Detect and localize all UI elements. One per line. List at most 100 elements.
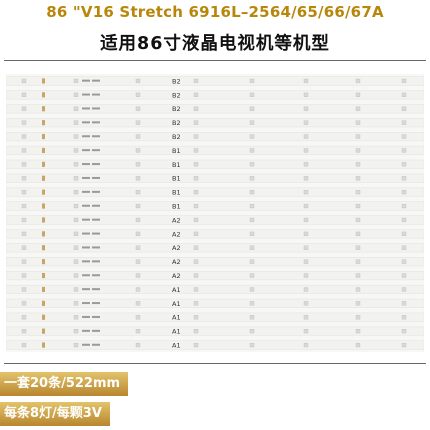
led-chip <box>401 273 407 278</box>
led-chip <box>401 78 407 84</box>
led-chip <box>193 92 199 97</box>
led-chip <box>303 259 309 264</box>
led-chip <box>193 190 199 195</box>
led-chip <box>135 231 141 236</box>
led-chip <box>193 217 199 223</box>
led-chip <box>249 92 255 97</box>
led-strip: B2 <box>6 131 424 142</box>
strip-print <box>82 121 90 124</box>
strip-print <box>82 274 90 277</box>
strip-connector <box>42 120 45 126</box>
led-chip <box>135 315 141 320</box>
led-chip <box>355 78 361 84</box>
led-chip <box>303 92 309 97</box>
strip-label: A1 <box>172 300 181 308</box>
strip-print <box>92 149 100 152</box>
led-chip <box>135 259 141 264</box>
led-chip <box>355 287 361 292</box>
led-chip <box>135 273 141 278</box>
led-chip <box>303 106 309 111</box>
led-chip <box>73 315 79 320</box>
strip-connector <box>42 259 45 265</box>
led-strip: B2 <box>6 118 424 128</box>
led-chip <box>73 245 79 250</box>
led-chip <box>355 259 361 264</box>
led-chip <box>193 176 199 181</box>
strip-print <box>92 302 100 305</box>
led-strips-svg: B2 B2 B2 B2 B2 B1 B1 B1 B1 B1 A2 A2 A2 A2 A2 A1 A1 A1 A1 A1 <box>6 76 424 350</box>
led-chip <box>249 203 255 209</box>
strip-print <box>82 246 90 249</box>
led-chip <box>135 342 141 348</box>
led-chip <box>303 134 309 139</box>
strip-print <box>92 204 100 207</box>
strip-print <box>92 246 100 249</box>
led-chip <box>355 190 361 195</box>
strip-board <box>6 201 424 211</box>
led-chip <box>303 287 309 292</box>
strip-print <box>92 79 100 82</box>
led-chip <box>249 301 255 306</box>
led-chip <box>135 329 141 334</box>
led-chip <box>21 106 27 111</box>
strip-print <box>82 135 90 138</box>
led-chip <box>401 203 407 209</box>
strip-print <box>92 135 100 138</box>
led-chip <box>135 217 141 223</box>
led-chip <box>193 231 199 236</box>
led-chip <box>135 78 141 84</box>
led-chip <box>303 315 309 320</box>
led-chip <box>135 92 141 97</box>
led-chip <box>193 148 199 153</box>
led-chip <box>73 231 79 236</box>
led-strip: A2 <box>6 215 424 225</box>
led-chip <box>401 329 407 334</box>
led-chip <box>193 245 199 250</box>
led-chip <box>401 134 407 139</box>
strip-print <box>82 302 90 305</box>
led-chip <box>73 329 79 334</box>
led-chip <box>303 245 309 250</box>
led-chip <box>73 78 79 84</box>
led-chip <box>193 273 199 278</box>
led-strip: B2 <box>6 76 424 86</box>
led-chip <box>401 120 407 125</box>
strip-print <box>82 329 90 332</box>
led-chip <box>73 217 79 223</box>
strip-board <box>6 243 424 253</box>
led-chip <box>249 273 255 278</box>
bottom-divider <box>4 363 426 364</box>
strip-connector <box>42 203 45 209</box>
led-chip <box>135 245 141 250</box>
strip-print <box>82 288 90 291</box>
led-strip: A2 <box>6 257 424 267</box>
led-chip <box>73 273 79 278</box>
led-chip <box>73 134 79 139</box>
led-chip <box>73 106 79 111</box>
led-chip <box>355 134 361 139</box>
led-chip <box>21 301 27 306</box>
strip-print <box>92 343 100 346</box>
led-chip <box>135 203 141 209</box>
led-chip <box>401 231 407 236</box>
strip-label: B2 <box>172 133 181 141</box>
strip-print <box>82 232 90 235</box>
led-chip <box>21 120 27 125</box>
led-chip <box>401 287 407 292</box>
led-chip <box>21 259 27 264</box>
led-chip <box>355 162 361 167</box>
led-chip <box>401 315 407 320</box>
led-chip <box>21 190 27 195</box>
led-chip <box>193 162 199 167</box>
strip-print <box>82 204 90 207</box>
strip-print <box>92 232 100 235</box>
led-strip: B1 <box>6 145 424 156</box>
led-chip <box>193 329 199 334</box>
led-strip: A2 <box>6 243 424 253</box>
strip-board <box>6 257 424 267</box>
product-title: 86 "V16 Stretch 6916L–2564/65/66/67A <box>46 3 384 21</box>
compatibility-subtitle: 适用86寸液晶电视机等机型 <box>100 34 330 54</box>
strip-print <box>92 260 100 263</box>
led-chip <box>355 245 361 250</box>
led-chip <box>73 287 79 292</box>
